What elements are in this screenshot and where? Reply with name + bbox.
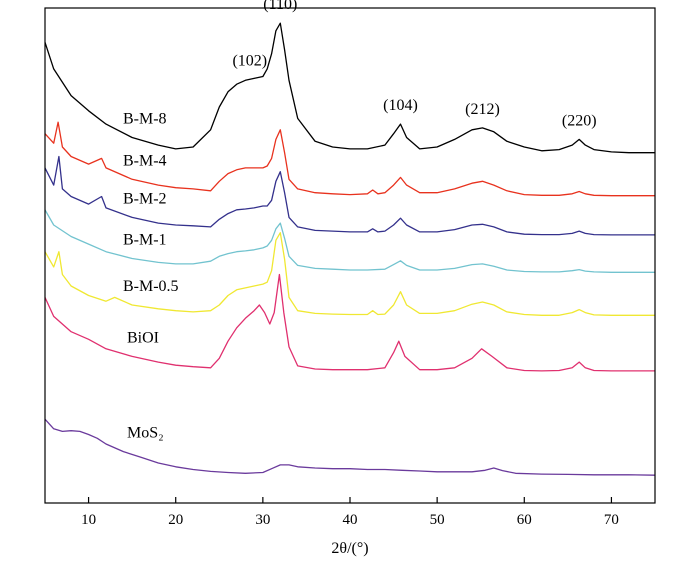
series-label: B-M-1	[123, 232, 167, 249]
series-line-b-m-2	[44, 155, 655, 236]
series-line-mos-	[44, 418, 656, 476]
series-line-b-m-4	[44, 121, 655, 197]
series-label: B-M-8	[123, 111, 167, 128]
series-label: B-M-2	[123, 190, 167, 207]
series-label: B-M-4	[123, 152, 167, 169]
x-tick-label: 40	[343, 512, 358, 528]
series-layer	[44, 22, 656, 476]
peak-label: (102)	[232, 52, 267, 69]
series-line-b-m-1	[44, 209, 655, 273]
series-line-b-m-0.5	[44, 232, 655, 316]
series-label-layer: B-M-8 B-M-4 B-M-2 B-M-1 B-M-0.5 BiOI MoS₂	[123, 111, 179, 442]
x-tick-label: 50	[430, 512, 445, 528]
peak-label: (220)	[562, 112, 597, 129]
x-tick-layer: 10 20 30 40 50 60 70	[81, 497, 619, 528]
x-tick-label: 70	[604, 512, 619, 528]
series-label: MoS₂	[127, 425, 164, 442]
series-label: B-M-0.5	[123, 278, 179, 295]
peak-annotation-layer: (102) (110) (104) (212) (220)	[232, 0, 596, 129]
peak-label: (110)	[263, 0, 297, 13]
peak-label: (104)	[383, 97, 418, 114]
x-tick-label: 60	[517, 512, 532, 528]
series-line-bioi	[44, 273, 655, 372]
x-axis-title: 2θ/(°)	[331, 540, 368, 557]
series-label: BiOI	[127, 329, 159, 346]
x-tick-label: 20	[168, 512, 183, 528]
x-tick-label: 30	[255, 512, 270, 528]
series-line-b-m-8	[44, 22, 655, 154]
peak-label: (212)	[465, 101, 500, 118]
x-tick-label: 10	[81, 512, 96, 528]
